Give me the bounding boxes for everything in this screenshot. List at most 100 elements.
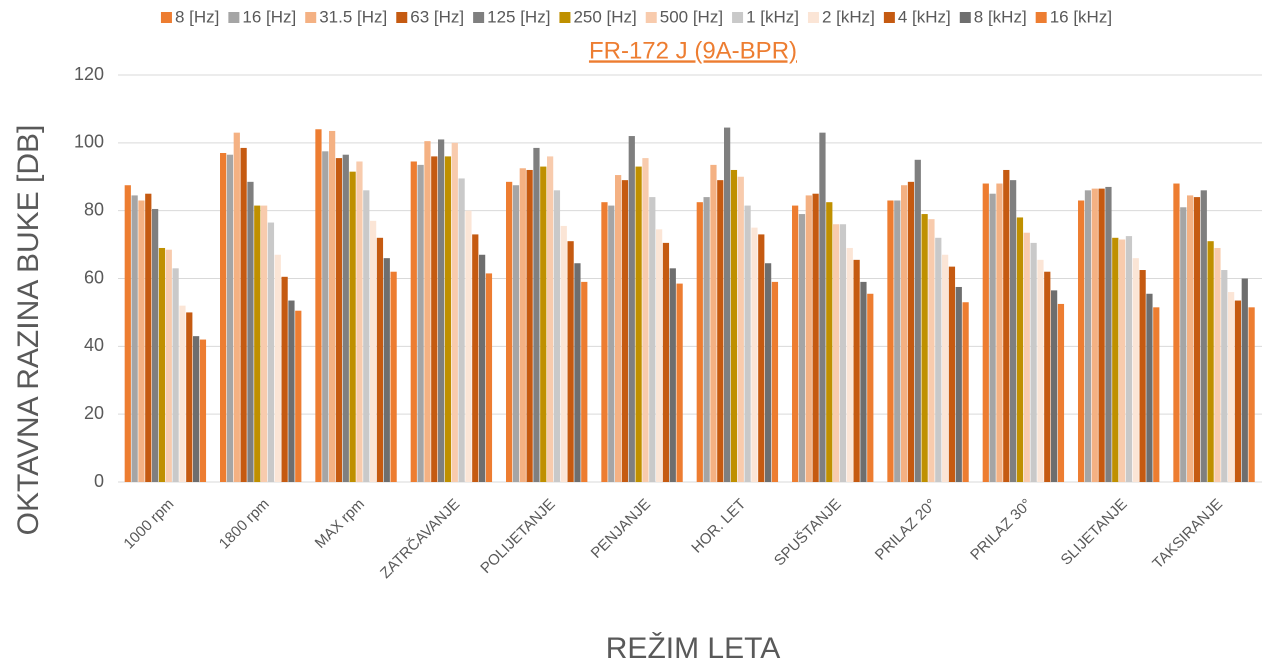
legend-label: 16 [kHz] — [1050, 7, 1112, 26]
bar — [574, 263, 581, 482]
bar — [369, 220, 377, 482]
y-tick-label: 120 — [74, 64, 104, 84]
bar — [887, 200, 894, 482]
y-tick-label: 40 — [84, 335, 104, 355]
x-tick-label: 1000 rpm — [120, 496, 177, 553]
bar — [676, 283, 683, 482]
bar — [165, 249, 172, 482]
bar — [928, 219, 935, 483]
bar — [417, 164, 424, 483]
bar — [199, 339, 207, 482]
bar — [649, 197, 656, 482]
legend-label: 250 [Hz] — [573, 7, 636, 26]
bar — [615, 175, 622, 482]
bar — [914, 159, 921, 482]
y-tick-label: 80 — [84, 199, 104, 219]
x-tick-label: HOR. LET — [688, 496, 749, 557]
bar — [948, 266, 956, 482]
bar — [812, 193, 819, 483]
bar — [1010, 180, 1017, 482]
legend-swatch — [883, 12, 895, 23]
bar — [519, 168, 526, 483]
bar — [792, 205, 799, 482]
bar — [717, 180, 724, 482]
bar — [186, 312, 193, 482]
bar — [438, 139, 445, 483]
bar — [655, 229, 663, 482]
bar — [152, 208, 159, 483]
bar — [376, 237, 384, 482]
bar — [349, 171, 356, 482]
legend-label: 8 [kHz] — [974, 7, 1027, 26]
bar — [247, 181, 254, 482]
legend-swatch — [959, 12, 971, 23]
y-axis-label: OKTAVNA RAZINA BUKE [DB] — [12, 125, 45, 536]
bar — [744, 205, 751, 482]
bar — [274, 254, 281, 482]
bar — [826, 202, 833, 482]
bar — [1084, 190, 1092, 483]
bar — [295, 310, 302, 482]
bar — [512, 185, 520, 482]
bar — [145, 193, 152, 483]
bar — [839, 224, 847, 482]
bar — [1091, 188, 1098, 482]
bar — [560, 225, 567, 482]
bar — [547, 156, 554, 482]
legend-label: 8 [Hz] — [175, 7, 219, 26]
bar — [1016, 217, 1024, 482]
legend-swatch — [732, 12, 744, 23]
legend-swatch — [160, 12, 172, 23]
bar — [172, 268, 179, 482]
x-tick-label: SLIJETANJE — [1058, 496, 1131, 569]
bar — [1132, 258, 1139, 482]
bar — [703, 197, 710, 482]
bar — [696, 202, 703, 482]
bar — [608, 205, 615, 482]
bar — [451, 142, 458, 483]
bar — [662, 242, 670, 482]
bar — [710, 164, 717, 483]
bar — [1105, 186, 1112, 483]
bar — [1098, 188, 1105, 482]
bar — [281, 276, 288, 482]
bar — [894, 200, 901, 482]
bar — [1119, 239, 1126, 482]
bar — [1003, 169, 1010, 482]
bar — [322, 151, 329, 482]
bar — [533, 147, 540, 482]
bar — [220, 153, 227, 482]
bar — [383, 258, 390, 482]
bar — [669, 268, 676, 482]
legend-label: 1 [kHz] — [746, 7, 799, 26]
legend-label: 500 [Hz] — [660, 7, 723, 26]
bar — [1248, 307, 1255, 482]
x-tick-label: PENJANJE — [588, 496, 654, 562]
bar — [261, 205, 268, 482]
bar — [158, 247, 166, 482]
bar — [1193, 197, 1201, 482]
bar — [458, 178, 465, 482]
bar — [635, 166, 642, 482]
bar — [581, 281, 588, 482]
bar — [485, 273, 493, 482]
bar — [526, 169, 533, 482]
bar — [267, 222, 275, 482]
y-tick-label: 20 — [84, 403, 104, 423]
bar — [1173, 183, 1180, 483]
bar — [472, 234, 479, 482]
bar — [553, 190, 561, 483]
bar — [941, 254, 949, 482]
bar — [1050, 290, 1058, 482]
bar — [955, 286, 962, 482]
bar — [1180, 207, 1187, 482]
bar — [737, 176, 744, 482]
legend-swatch — [228, 12, 240, 23]
bar — [567, 241, 574, 482]
legend-label: 31.5 [Hz] — [319, 7, 387, 26]
bar — [1207, 241, 1214, 482]
bar — [192, 336, 200, 482]
bar — [805, 195, 812, 482]
bar — [1221, 270, 1228, 482]
bar — [226, 154, 234, 482]
